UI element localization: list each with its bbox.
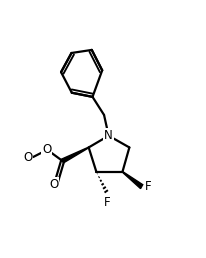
Text: N: N (104, 129, 113, 142)
Text: F: F (104, 196, 110, 209)
Text: F: F (144, 180, 151, 193)
Polygon shape (122, 172, 143, 189)
Text: O: O (49, 178, 59, 191)
Text: O: O (42, 143, 52, 156)
Text: O: O (23, 150, 32, 164)
Polygon shape (62, 147, 89, 163)
